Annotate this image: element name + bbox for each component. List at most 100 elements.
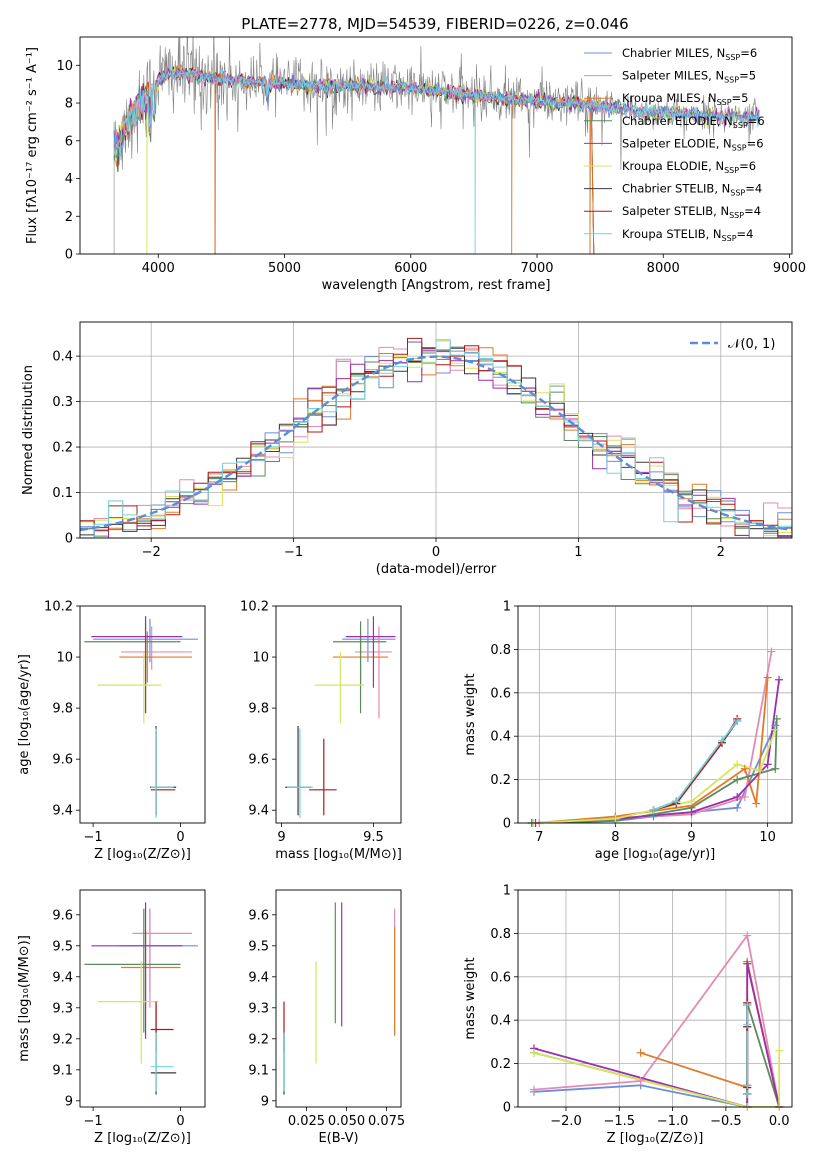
mass_vs_ebv-ytick-label-3: 9.3 xyxy=(248,1001,269,1016)
mass_weight_vs_Z-ytick-label-4: 0.8 xyxy=(490,927,511,942)
spectrum-frame xyxy=(79,36,793,255)
spectrum-xtick-label-3: 7000 xyxy=(520,261,553,276)
age_vs_Z-ytick-label-3: 10 xyxy=(56,651,73,666)
mass_weight_vs_age-marker-kroupa_stelib-1 xyxy=(672,797,681,806)
figure-title: PLATE=2778, MJD=54539, FIBERID=0226, z=0… xyxy=(241,15,628,33)
mass_vs_ebv-ytick-label-6: 9.6 xyxy=(248,908,269,923)
mass_vs_Z-ytick-label-1: 9.1 xyxy=(52,1063,73,1078)
mass_vs_Z-plot xyxy=(84,902,199,1095)
mass_weight_vs_Z-line-salpeter_miles xyxy=(533,933,781,1107)
mass_vs_ebv-axes: 0.025 0.050 0.075 9 9.1 9.2 9.3 9.4 9.5 9.6 E(B-V) xyxy=(248,908,405,1146)
mass_weight_vs_Z-marker-kroupa_elodie-3 xyxy=(775,1046,784,1055)
mass_weight_vs_age-marker-salpeter_elodie-5 xyxy=(775,675,784,684)
age_vs_Z-ytick-label-0: 9.4 xyxy=(52,804,73,819)
mass_vs_ebv-ytick-label-5: 9.5 xyxy=(248,939,269,954)
residual-normal-curve xyxy=(80,355,792,532)
spectrum-ytick-label-2: 4 xyxy=(65,172,73,187)
residuals-ylabel: Normed distribution xyxy=(21,365,36,495)
spectrum-plot xyxy=(113,37,760,254)
age_vs_mass-ytick-label-1: 9.6 xyxy=(248,753,269,768)
spectrum-ytick-label-0: 0 xyxy=(65,248,73,263)
age_vs_Z-ylabel: age [log₁₀(age/yr)] xyxy=(17,654,32,775)
mass_weight_vs_Z-line-chabrier_elodie xyxy=(533,1002,781,1107)
spectrum-ylabel: Flux [fλ10⁻¹⁷ erg cm⁻² s⁻¹ A⁻¹] xyxy=(25,47,40,244)
legend-label-salpeter_stelib: Salpeter STELIB, NSSP=4 xyxy=(622,204,761,220)
residual-legend-label: 𝒩(0, 1) xyxy=(728,337,775,352)
age_vs_Z-axes: −1 0 9.4 9.6 9.8 10 10.2 Z [log₁₀(Z/Z⊙)] age [lo… xyxy=(17,600,191,863)
age_vs_Z-frame xyxy=(79,605,206,824)
legend-label-kroupa_elodie: Kroupa ELODIE, NSSP=6 xyxy=(622,159,756,175)
mass_weight_vs_Z-marker-kroupa_stelib-2 xyxy=(743,1020,752,1029)
mass_vs_ebv-xtick-label-2: 0.075 xyxy=(368,1114,405,1129)
mass_weight_vs_age-xtick-label-0: 7 xyxy=(535,830,543,845)
mass_weight_vs_Z-ytick-label-0: 0 xyxy=(503,1101,511,1116)
mass_weight_vs_Z-xtick-label-2: −1.0 xyxy=(657,1114,689,1129)
mass_weight_vs_age-marker-kroupa_miles-5 xyxy=(763,673,772,682)
mass_weight_vs_age-marker-kroupa_elodie-2 xyxy=(687,797,696,806)
mass_weight_vs_age-marker-salpeter_elodie-2 xyxy=(687,808,696,817)
residuals-ytick-label-4: 0.4 xyxy=(52,350,73,365)
age_vs_mass-xtick-label-0: 9 xyxy=(277,830,285,845)
mass_weight_vs_age-marker-kroupa_stelib-2 xyxy=(717,736,726,745)
residuals-plot xyxy=(80,337,792,538)
spectrum-axes: 4000 5000 6000 7000 8000 9000 0 2 4 6 8 10 wavelengt… xyxy=(25,47,806,293)
mass_weight_vs_age-xtick-label-1: 8 xyxy=(611,830,619,845)
mass_weight_vs_Z-marker-kroupa_stelib-0 xyxy=(743,1089,752,1098)
spectrum-ytick-label-1: 2 xyxy=(65,210,73,225)
mass_vs_Z-ytick-label-2: 9.2 xyxy=(52,1032,73,1047)
mass_vs_Z-ytick-label-6: 9.6 xyxy=(52,908,73,923)
mass_weight_vs_age-ytick-label-3: 0.6 xyxy=(490,686,511,701)
mass_weight_vs_age-marker-kroupa_elodie-5 xyxy=(771,725,780,734)
legend-label-kroupa_stelib: Kroupa STELIB, NSSP=4 xyxy=(622,227,753,243)
residuals-xtick-label-2: 0 xyxy=(432,545,440,560)
spectrum-legend: Chabrier MILES, NSSP=6 Salpeter MILES, NS… xyxy=(584,46,765,243)
age_vs_mass-xlabel: mass [log₁₀(M/M⊙)] xyxy=(275,847,402,862)
mass_weight_vs_age-marker-salpeter_miles-4 xyxy=(767,647,776,656)
mass_vs_ebv-ytick-label-2: 9.2 xyxy=(248,1032,269,1047)
mass_weight_vs_age-marker-kroupa_elodie-4 xyxy=(756,766,765,775)
mass_weight_vs_age-marker-chabrier_elodie-6 xyxy=(772,714,781,723)
age_vs_Z-xlabel: Z [log₁₀(Z/Z⊙)] xyxy=(94,847,191,862)
mass_weight_vs_Z-ytick-label-3: 0.6 xyxy=(490,970,511,985)
mass_weight_vs_age-ytick-label-0: 0 xyxy=(503,817,511,832)
mass_weight_vs_Z-marker-kroupa_stelib-3 xyxy=(743,1001,752,1010)
legend-label-salpeter_elodie: Salpeter ELODIE, NSSP=6 xyxy=(622,136,764,152)
mass_weight_vs_Z-marker-kroupa_stelib-1 xyxy=(743,1081,752,1090)
mass_weight_vs_age-ytick-label-4: 0.8 xyxy=(490,643,511,658)
mass_weight_vs_age-marker-salpeter_miles-3 xyxy=(740,792,749,801)
mass_weight_vs_age-ytick-label-5: 1 xyxy=(503,600,511,615)
residuals-xtick-label-1: −1 xyxy=(284,545,303,560)
age_vs_Z-plot xyxy=(84,616,199,818)
mass_weight_vs_Z-line-chabrier_miles xyxy=(533,1084,780,1107)
mass_vs_Z-xtick-label-1: 0 xyxy=(176,1114,184,1129)
legend-label-salpeter_miles: Salpeter MILES, NSSP=5 xyxy=(622,69,756,85)
mass_weight_vs_Z-marker-kroupa_miles-0 xyxy=(636,1048,645,1057)
mass_weight_vs_age-xlabel: age [log₁₀(age/yr)] xyxy=(595,847,716,862)
mass_weight_vs_age-xtick-label-2: 9 xyxy=(687,830,695,845)
mass_weight_vs_Z-xtick-label-0: −2.0 xyxy=(550,1114,582,1129)
spectrum-model-chabrier_miles xyxy=(113,67,760,159)
mass_weight_vs_age-xtick-label-3: 10 xyxy=(759,830,776,845)
mass_weight_vs_Z-ytick-label-5: 1 xyxy=(503,884,511,899)
mass_weight_vs_age-marker-chabrier_miles-4 xyxy=(733,803,742,812)
mass_weight_vs_Z-xtick-label-3: −0.5 xyxy=(710,1114,742,1129)
mass_vs_ebv-ytick-label-1: 9.1 xyxy=(248,1063,269,1078)
mass_vs_ebv-frame xyxy=(275,889,402,1108)
age_vs_mass-ytick-label-2: 9.8 xyxy=(248,702,269,717)
age_vs_Z-xtick-label-0: −1 xyxy=(84,830,103,845)
mass_vs_Z-frame xyxy=(79,889,206,1108)
mass_weight_vs_Z-plot xyxy=(533,933,781,1107)
spectrum-xtick-label-5: 9000 xyxy=(773,261,806,276)
mass_vs_Z-ytick-label-4: 9.4 xyxy=(52,970,73,985)
mass_weight_vs_age-marker-kroupa_miles-3 xyxy=(740,764,749,773)
age_vs_Z-xtick-label-1: 0 xyxy=(176,830,184,845)
mass_weight_vs_age-marker-kroupa_miles-4 xyxy=(752,799,761,808)
mass_weight_vs_Z-xlabel: Z [log₁₀(Z/Z⊙)] xyxy=(607,1131,704,1146)
mass_vs_ebv-xlabel: E(B-V) xyxy=(318,1131,358,1146)
mass_weight_vs_age-ytick-label-2: 0.4 xyxy=(490,730,511,745)
mass_weight_vs_age-line-salpeter_elodie xyxy=(535,679,780,823)
mass_weight_vs_Z-marker-salpeter_miles-2 xyxy=(743,931,752,940)
mass_weight_vs_Z-xtick-label-1: −1.5 xyxy=(603,1114,635,1129)
legend-label-chabrier_elodie: Chabrier ELODIE, NSSP=6 xyxy=(622,114,765,130)
